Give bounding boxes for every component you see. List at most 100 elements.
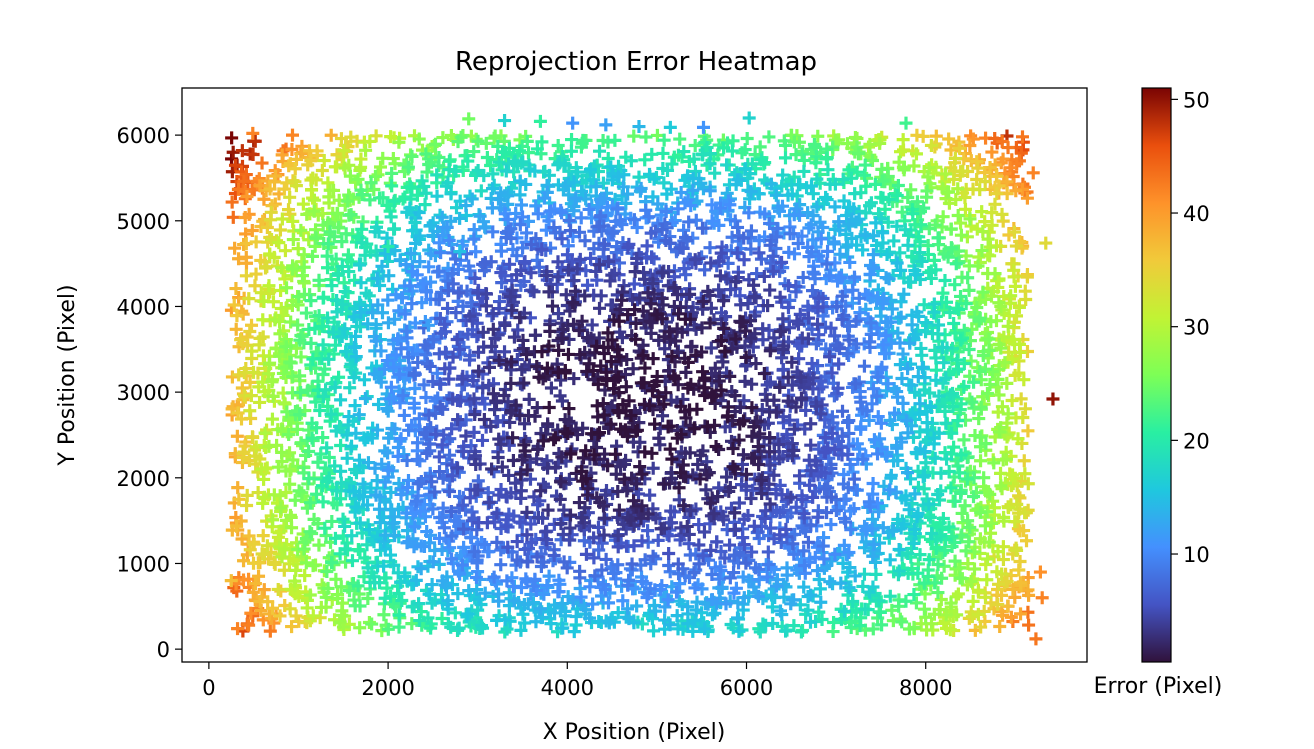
error-marker — [943, 623, 957, 637]
error-marker — [865, 154, 879, 168]
error-marker — [630, 599, 644, 613]
error-marker — [804, 588, 818, 602]
error-marker — [307, 204, 321, 218]
error-marker — [283, 477, 297, 491]
error-marker — [442, 163, 456, 177]
error-marker — [994, 466, 1008, 480]
error-marker — [384, 130, 398, 144]
error-marker — [951, 414, 965, 428]
error-marker — [1018, 402, 1032, 416]
error-marker — [283, 190, 297, 204]
error-marker — [1020, 191, 1034, 205]
error-marker — [311, 455, 325, 469]
error-marker — [688, 138, 702, 152]
error-marker — [921, 569, 935, 583]
error-marker — [938, 273, 952, 287]
error-marker — [954, 289, 968, 303]
error-marker — [544, 381, 558, 395]
error-marker — [467, 145, 481, 159]
error-marker — [979, 590, 993, 604]
error-marker — [377, 608, 391, 622]
error-marker — [866, 622, 880, 636]
error-marker — [308, 321, 322, 335]
error-marker — [312, 538, 326, 552]
error-marker — [650, 128, 664, 142]
error-marker — [827, 615, 841, 629]
error-marker — [1010, 543, 1024, 557]
error-marker — [275, 445, 289, 459]
error-marker — [909, 147, 923, 161]
error-marker — [952, 303, 966, 317]
error-marker — [305, 431, 319, 445]
error-marker — [286, 233, 300, 247]
error-marker — [353, 599, 367, 613]
error-marker — [494, 558, 508, 572]
error-marker — [875, 618, 889, 632]
error-marker — [294, 385, 308, 399]
error-marker — [367, 182, 381, 196]
error-marker — [975, 244, 989, 258]
error-marker — [530, 401, 544, 415]
error-marker — [948, 151, 962, 165]
error-marker — [257, 490, 271, 504]
error-marker — [948, 278, 962, 292]
error-marker — [243, 324, 257, 338]
error-marker — [745, 157, 759, 171]
error-marker — [479, 136, 493, 150]
error-marker — [951, 587, 965, 601]
error-marker — [896, 133, 910, 147]
error-marker — [242, 618, 256, 632]
error-marker — [243, 404, 257, 418]
error-marker — [321, 176, 335, 190]
error-marker — [385, 166, 399, 180]
error-marker — [628, 265, 642, 279]
error-marker — [332, 220, 346, 234]
error-marker — [1002, 501, 1015, 515]
error-marker — [258, 426, 272, 440]
error-marker — [963, 521, 977, 535]
error-marker — [958, 190, 972, 204]
error-marker — [959, 474, 973, 488]
error-marker — [243, 543, 257, 557]
error-marker — [976, 225, 990, 239]
error-marker — [869, 567, 883, 581]
error-marker — [344, 208, 358, 222]
error-marker — [882, 193, 896, 207]
error-marker — [266, 601, 280, 615]
error-marker — [317, 154, 331, 168]
error-marker — [992, 179, 1006, 193]
error-marker — [257, 294, 271, 308]
error-marker — [321, 581, 335, 595]
error-marker — [815, 613, 829, 627]
error-marker — [954, 333, 968, 347]
error-marker — [488, 129, 502, 143]
error-marker — [834, 612, 848, 626]
error-marker — [374, 160, 388, 174]
error-marker — [972, 412, 986, 426]
error-marker — [229, 282, 243, 296]
error-marker — [420, 165, 434, 179]
error-marker — [959, 297, 973, 311]
error-marker — [962, 343, 976, 357]
error-marker — [299, 556, 313, 570]
error-marker — [956, 164, 970, 178]
error-marker — [958, 499, 972, 513]
error-marker — [405, 149, 419, 163]
error-marker — [344, 255, 358, 269]
error-marker — [745, 377, 759, 391]
error-marker — [842, 414, 856, 428]
error-marker — [278, 272, 292, 286]
error-marker — [293, 333, 307, 347]
error-marker — [240, 189, 254, 203]
error-marker — [312, 273, 326, 287]
error-marker — [348, 273, 362, 287]
error-marker — [263, 247, 277, 261]
error-marker — [947, 172, 961, 186]
error-marker — [245, 430, 259, 444]
error-marker — [907, 588, 921, 602]
error-marker — [961, 557, 975, 571]
error-marker — [280, 281, 294, 295]
error-marker — [990, 187, 1004, 201]
error-marker — [355, 188, 369, 202]
error-marker — [530, 142, 544, 156]
